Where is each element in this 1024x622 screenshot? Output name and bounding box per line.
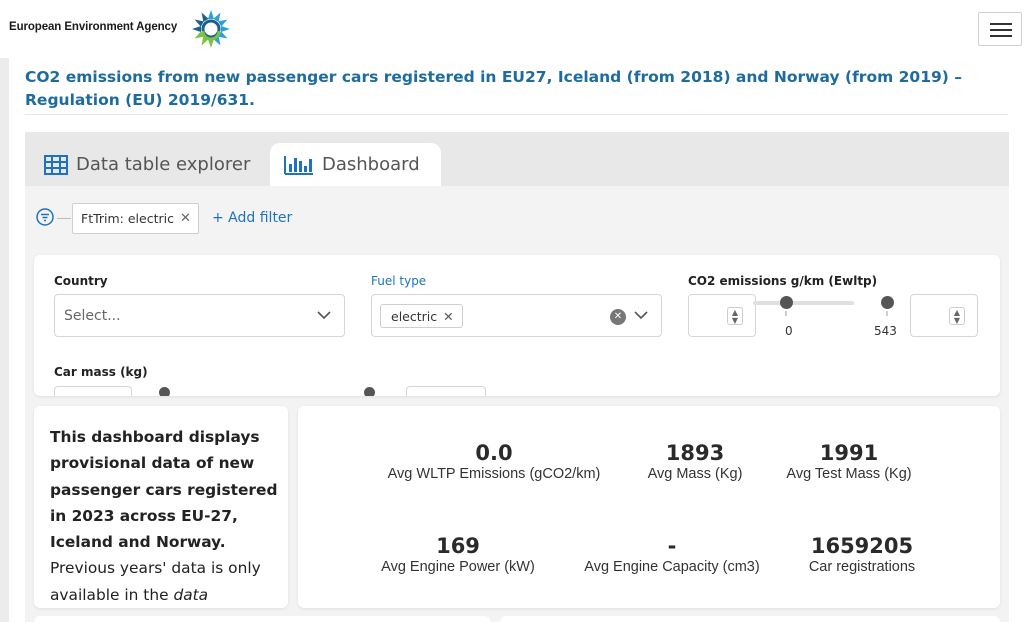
tab-dashboard[interactable]: Dashboard — [270, 143, 441, 186]
site-header: European Environment Agency — [0, 0, 1024, 58]
chevron-down-icon — [634, 311, 648, 320]
eea-logo-icon[interactable] — [188, 8, 234, 50]
title-divider — [25, 114, 1008, 115]
slider-tick — [886, 311, 888, 316]
chart-card — [500, 616, 1000, 622]
chevron-down-icon — [317, 311, 331, 320]
left-gutter — [0, 58, 9, 622]
spinner-icon[interactable]: ▲ ▼ — [949, 307, 965, 325]
brand-name[interactable]: European Environment Agency — [9, 21, 178, 33]
fuel-type-label: Fuel type — [371, 274, 427, 288]
stat-label: Avg Engine Capacity (cm3) — [584, 559, 760, 575]
stat-label: Avg WLTP Emissions (gCO2/km) — [387, 466, 601, 482]
co2-min-input[interactable]: ▲ ▼ — [688, 294, 756, 337]
stat-value: 1893 — [665, 441, 725, 465]
car-mass-max-input[interactable] — [406, 386, 486, 396]
stat-value: 1991 — [819, 441, 879, 465]
tab-label: Dashboard — [322, 154, 420, 175]
car-mass-slider-max-handle[interactable] — [364, 387, 375, 396]
co2-slider-max-handle[interactable] — [881, 296, 894, 309]
co2-label: CO2 emissions g/km (Ewltp) — [688, 274, 878, 288]
stat-car-registrations: 1659205 Car registrations — [788, 534, 936, 576]
spinner-icon[interactable]: ▲ ▼ — [727, 307, 743, 325]
car-mass-min-input[interactable] — [54, 386, 132, 396]
info-card: This dashboard displays provisional data… — [34, 406, 288, 608]
co2-slider-track[interactable] — [753, 301, 854, 305]
stat-label: Avg Engine Power (kW) — [381, 559, 535, 575]
tab-bar — [25, 132, 1009, 186]
co2-max-value: 543 — [874, 324, 897, 338]
country-select[interactable]: Select... — [54, 294, 345, 337]
car-mass-slider-min-handle[interactable] — [159, 387, 170, 396]
stat-value: 169 — [436, 534, 480, 558]
stat-value: 0.0 — [475, 441, 513, 465]
co2-min-value: 0 — [785, 324, 793, 338]
stat-avg-test-mass: 1991 Avg Test Mass (Kg) — [770, 441, 928, 483]
fuel-type-value: electric — [391, 308, 438, 324]
filter-controls-card: Country Select... Fuel type electric ✕ ✕… — [34, 255, 1000, 396]
filter-connector — [57, 218, 71, 219]
filter-chip-label: FtTrim: electric — [81, 211, 174, 226]
hamburger-menu-icon[interactable] — [978, 12, 1022, 46]
stat-avg-engine-capacity: - Avg Engine Capacity (cm3) — [570, 534, 774, 576]
stat-label: Avg Test Mass (Kg) — [786, 466, 912, 482]
tab-data-table-explorer[interactable]: Data table explorer — [44, 143, 250, 186]
car-mass-label: Car mass (kg) — [54, 365, 148, 379]
active-filter-chip[interactable]: FtTrim: electric ✕ — [72, 203, 199, 234]
close-icon[interactable]: ✕ — [179, 211, 191, 226]
info-normal-text: Previous years' data is only available i… — [50, 559, 261, 604]
fuel-type-tag[interactable]: electric ✕ — [380, 304, 463, 328]
stat-label: Car registrations — [808, 559, 916, 575]
stat-avg-engine-power: 169 Avg Engine Power (kW) — [368, 534, 548, 576]
table-grid-icon — [44, 154, 68, 175]
close-icon[interactable]: ✕ — [443, 308, 454, 324]
data-link[interactable]: data — [173, 585, 209, 604]
info-bold-text: This dashboard displays provisional data… — [50, 428, 278, 552]
slider-tick — [785, 311, 787, 316]
chart-card — [34, 616, 490, 622]
info-text: This dashboard displays provisional data… — [50, 424, 280, 608]
co2-max-input[interactable]: ▲ ▼ — [910, 294, 978, 337]
stats-card: 0.0 Avg WLTP Emissions (gCO2/km) 1893 Av… — [298, 406, 1000, 608]
clear-icon[interactable]: ✕ — [610, 309, 626, 325]
stat-value: - — [667, 534, 677, 558]
country-placeholder: Select... — [64, 308, 121, 324]
stat-value: 1659205 — [810, 534, 914, 558]
add-filter-button[interactable]: + Add filter — [212, 210, 293, 226]
tab-label: Data table explorer — [76, 154, 251, 175]
page-title: CO2 emissions from new passenger cars re… — [25, 68, 963, 109]
co2-slider-min-handle[interactable] — [780, 296, 793, 309]
country-label: Country — [54, 274, 108, 288]
fuel-type-select[interactable]: electric ✕ ✕ — [371, 294, 662, 337]
filter-icon[interactable] — [36, 208, 54, 226]
stat-avg-wltp: 0.0 Avg WLTP Emissions (gCO2/km) — [378, 441, 610, 483]
stat-avg-mass: 1893 Avg Mass (Kg) — [628, 441, 762, 483]
bar-chart-icon — [284, 155, 314, 175]
stat-label: Avg Mass (Kg) — [647, 466, 743, 482]
